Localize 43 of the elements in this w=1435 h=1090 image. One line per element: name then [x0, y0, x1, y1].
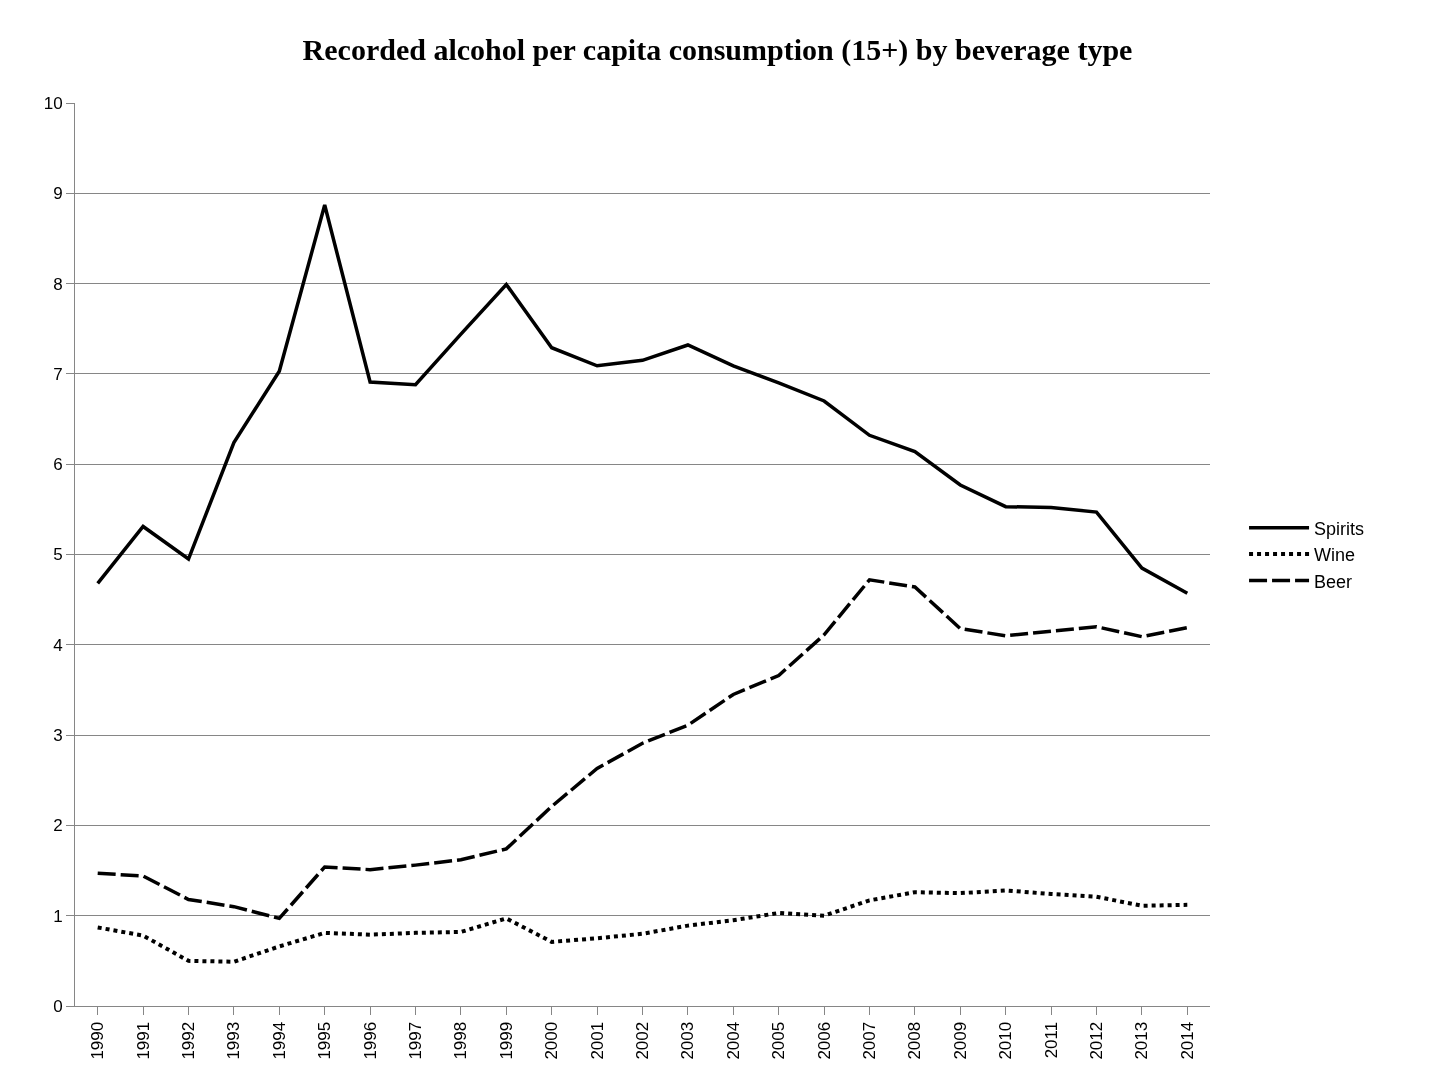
line-series: [95, 888, 1190, 964]
x-tick-label: 2010: [996, 1021, 1016, 1060]
y-tick-label: 0: [53, 996, 63, 1016]
y-tick-label: 3: [53, 726, 63, 746]
y-tick-label: 7: [53, 364, 63, 384]
chart-title: Recorded alcohol per capita consumption (15+) by beverage type: [302, 32, 1133, 67]
y-tick-label: 1: [53, 906, 63, 926]
x-tick-label: 2014: [1177, 1021, 1197, 1060]
x-tick-label: 2011: [1041, 1021, 1061, 1059]
x-tick-label: 2012: [1087, 1021, 1107, 1060]
y-tick-label: 8: [53, 274, 63, 294]
x-tick-label: 2004: [723, 1021, 743, 1060]
x-tick-label: 1997: [406, 1021, 426, 1060]
x-tick-label: 1991: [133, 1021, 153, 1060]
x-tick-label: 2009: [950, 1021, 970, 1060]
line-series: [95, 578, 1190, 921]
y-tick-label: 10: [43, 93, 63, 113]
x-tick-label: 1992: [179, 1021, 199, 1060]
x-tick-label: 1998: [451, 1021, 471, 1060]
y-tick-label: 6: [53, 455, 63, 475]
x-tick-label: 1990: [88, 1021, 108, 1060]
x-tick-label: 2013: [1132, 1021, 1152, 1060]
x-tick-label: 1995: [315, 1021, 335, 1060]
x-tick-label: 2008: [905, 1021, 925, 1060]
x-tick-label: 1993: [224, 1021, 244, 1060]
line-series: [95, 203, 1190, 596]
y-tick-label: 4: [53, 635, 63, 655]
y-tick-label: 9: [53, 184, 63, 204]
y-tick-label: 5: [53, 545, 63, 565]
x-tick-label: 2003: [678, 1021, 698, 1060]
x-tick-label: 2000: [542, 1021, 562, 1060]
x-tick-label: 1994: [269, 1021, 289, 1060]
x-tick-label: 1996: [360, 1021, 380, 1060]
legend-label: Wine: [1314, 545, 1356, 566]
x-tick-label: 2005: [769, 1021, 789, 1060]
legend-label: Beer: [1314, 571, 1353, 592]
x-tick-label: 2007: [860, 1021, 880, 1060]
legend-label: Spirits: [1314, 518, 1365, 539]
x-tick-label: 1999: [496, 1021, 516, 1060]
x-tick-label: 2002: [633, 1021, 653, 1060]
x-tick-label: 2001: [587, 1021, 607, 1060]
x-tick-label: 2006: [814, 1021, 834, 1060]
y-tick-label: 2: [53, 816, 63, 836]
